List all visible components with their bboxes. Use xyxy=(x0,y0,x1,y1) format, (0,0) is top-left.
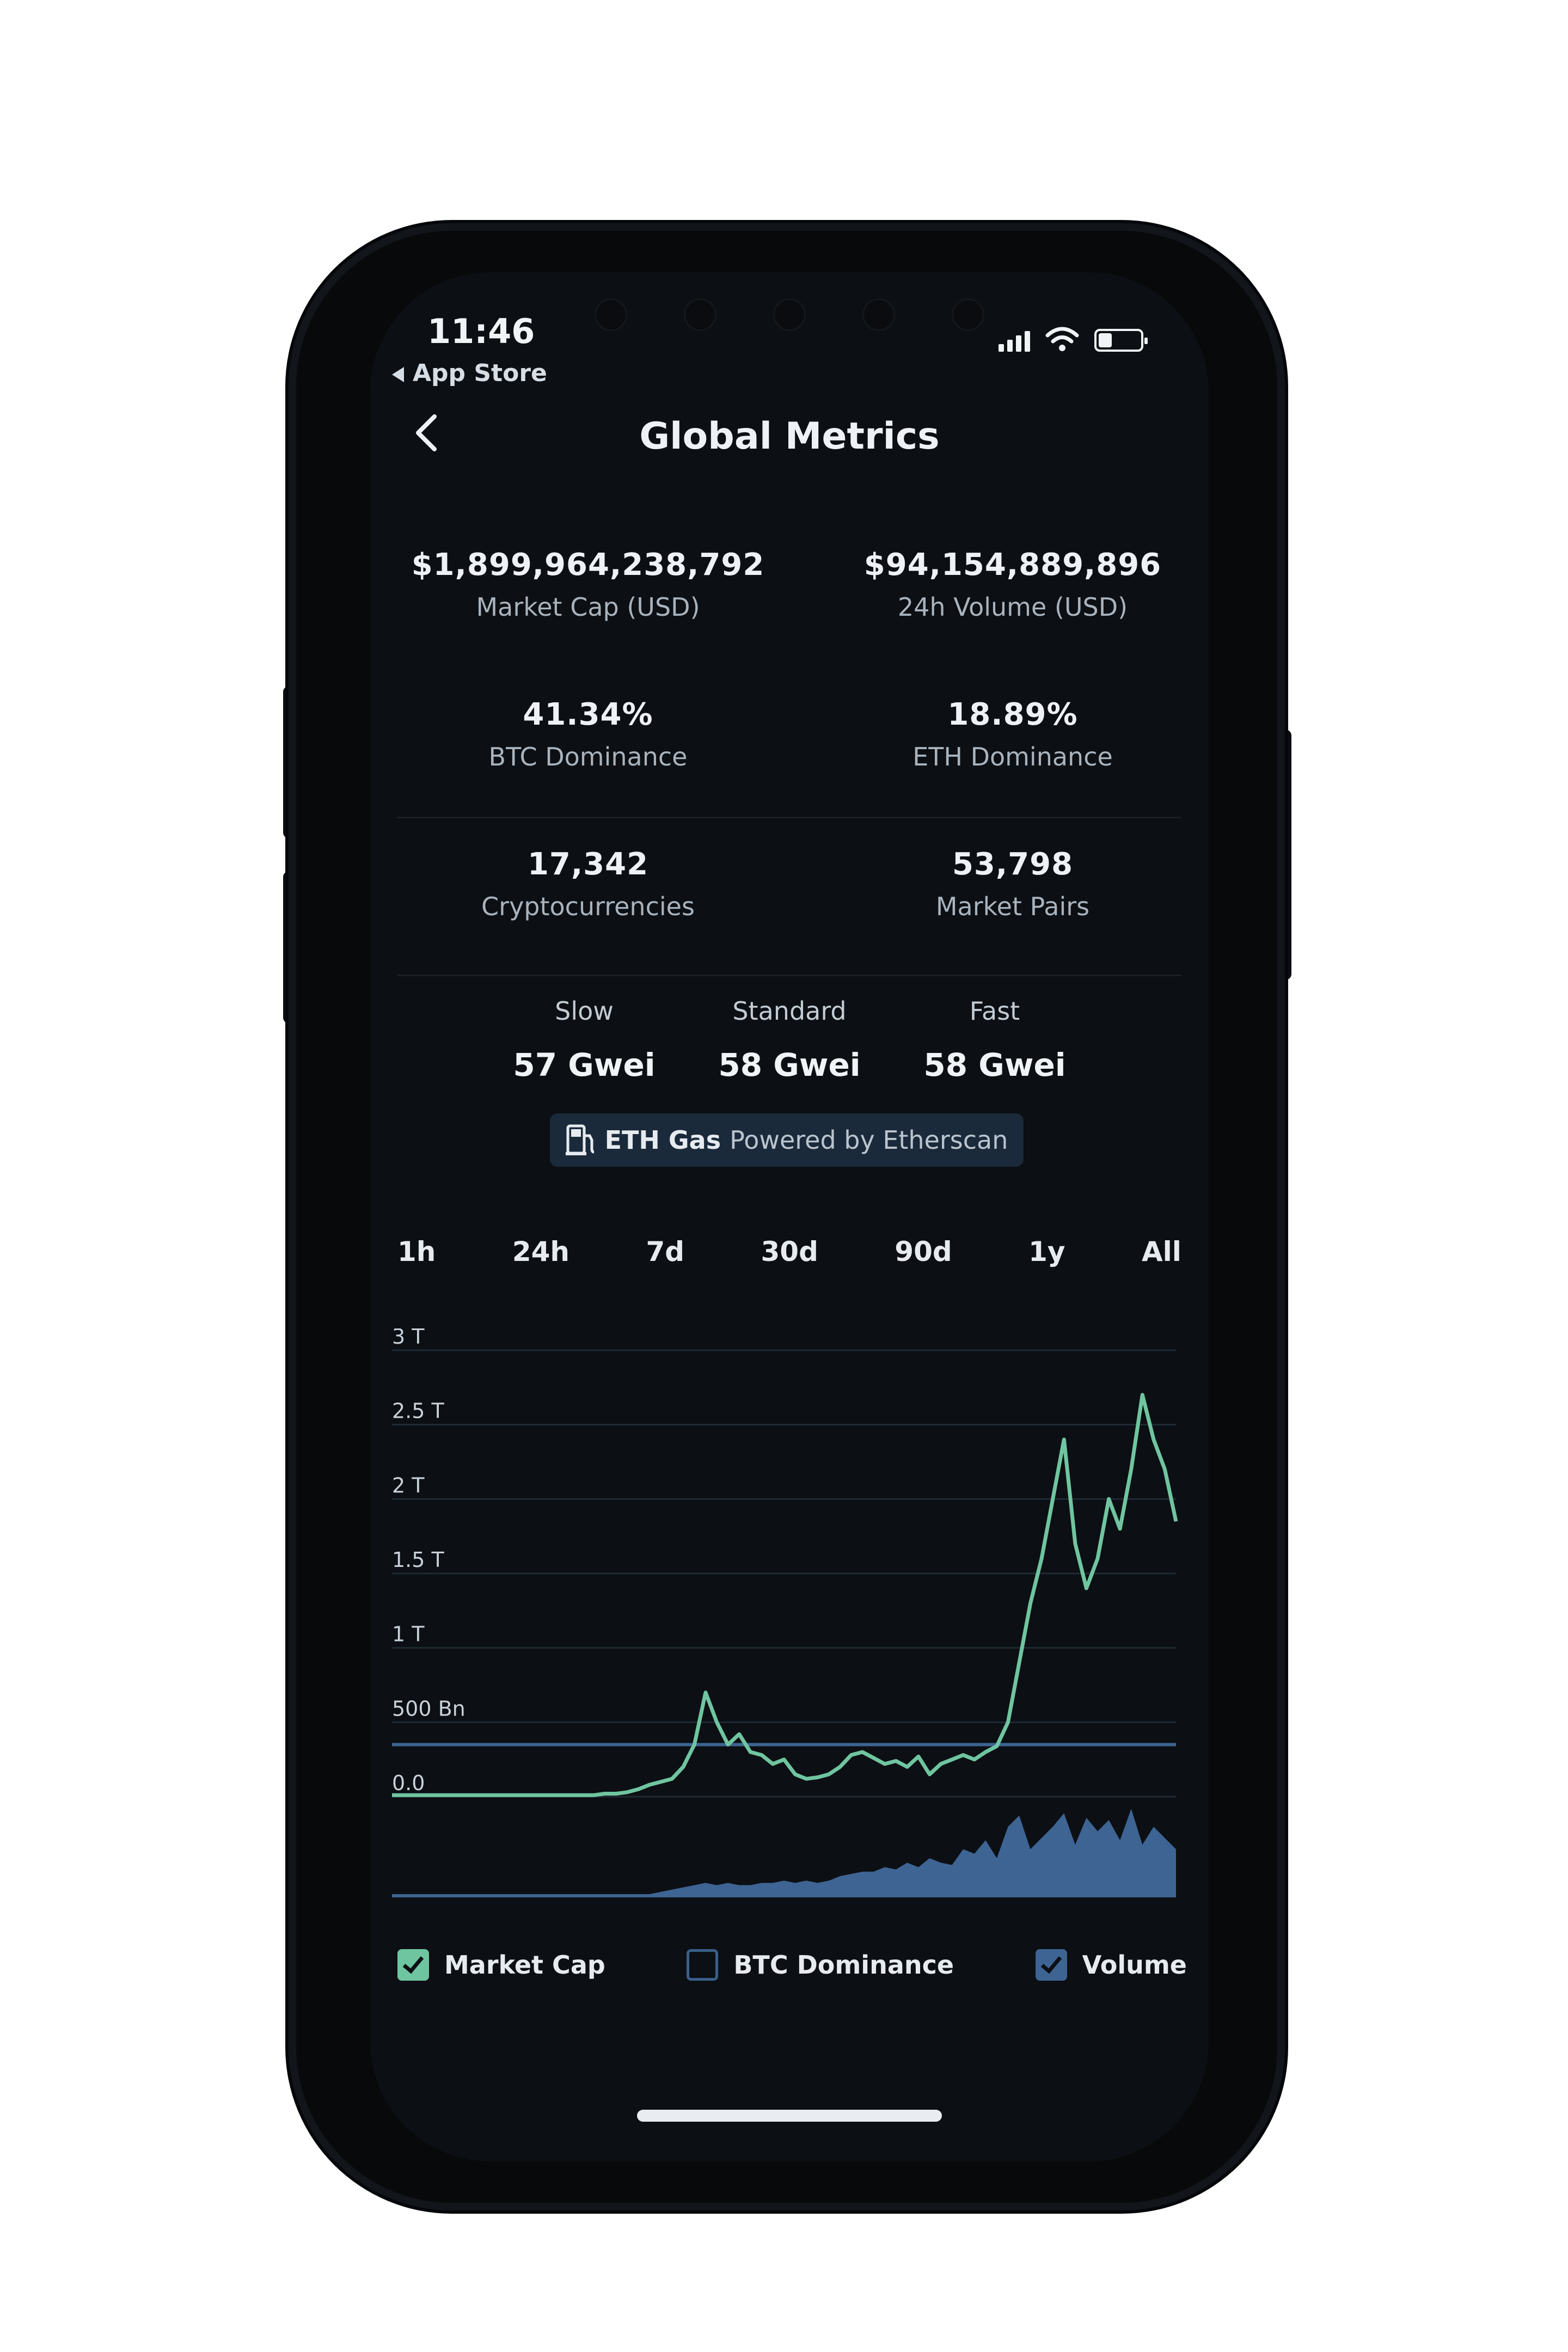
back-to-app-link[interactable]: App Store xyxy=(392,359,547,387)
btc-dominance-metric: 41.34% BTC Dominance xyxy=(397,697,779,771)
gas-slow: Slow 57 Gwei xyxy=(486,996,682,1083)
gas-badge-title: ETH Gas xyxy=(604,1125,721,1155)
legend-btc-dominance-label: BTC Dominance xyxy=(733,1950,954,1980)
gas-slow-label: Slow xyxy=(555,996,614,1026)
btc-dominance-label: BTC Dominance xyxy=(488,742,688,771)
back-triangle-icon xyxy=(392,367,404,382)
sensor-dot xyxy=(595,298,627,331)
tab-90d[interactable]: 90d xyxy=(895,1236,952,1267)
tab-all[interactable]: All xyxy=(1141,1236,1181,1267)
market-pairs-value: 53,798 xyxy=(952,847,1074,882)
divider xyxy=(397,975,1181,976)
volume-24h-label: 24h Volume (USD) xyxy=(897,592,1128,622)
cellular-signal-icon xyxy=(999,330,1030,352)
market-cap-metric: $1,899,964,238,792 Market Cap (USD) xyxy=(397,547,779,622)
btc-dominance-checkbox[interactable] xyxy=(687,1949,719,1981)
notch xyxy=(566,293,1013,336)
sensor-dot xyxy=(952,298,984,331)
volume-24h-metric: $94,154,889,896 24h Volume (USD) xyxy=(822,547,1203,622)
gas-slow-value: 57 Gwei xyxy=(513,1046,656,1083)
volume-24h-value: $94,154,889,896 xyxy=(863,547,1162,583)
y-tick-label: 2 T xyxy=(392,1473,425,1497)
gas-fast-value: 58 Gwei xyxy=(923,1046,1066,1083)
gas-pump-icon xyxy=(565,1124,594,1155)
market-cap-line xyxy=(392,1393,1178,1797)
y-tick-label: 500 Bn xyxy=(392,1696,465,1720)
tab-1y[interactable]: 1y xyxy=(1028,1236,1065,1267)
chart-legend: Market Cap BTC Dominance Volume xyxy=(397,1949,1187,1981)
market-cap-chart[interactable]: 3 T 2.5 T 2 T 1.5 T 1 T 500 Bn 0.0 xyxy=(392,1328,1187,1916)
back-app-label: App Store xyxy=(413,359,547,387)
market-cap-label: Market Cap (USD) xyxy=(476,592,700,622)
divider xyxy=(397,817,1181,818)
cryptocurrencies-label: Cryptocurrencies xyxy=(481,892,695,921)
market-pairs-metric: 53,798 Market Pairs xyxy=(822,847,1203,921)
status-time: 11:46 xyxy=(427,311,535,351)
sensor-dot xyxy=(862,298,895,331)
timeframe-tabs: 1h 24h 7d 30d 90d 1y All xyxy=(392,1236,1187,1267)
gas-badge-subtitle: Powered by Etherscan xyxy=(730,1125,1008,1155)
sensor-dot xyxy=(684,298,716,331)
sensor-dot xyxy=(773,298,806,331)
y-tick-label: 0.0 xyxy=(392,1771,425,1795)
legend-volume-label: Volume xyxy=(1082,1950,1187,1980)
app-screen: 11:46 App Store Global Metrics $1,899,96… xyxy=(370,272,1209,2161)
eth-dominance-metric: 18.89% ETH Dominance xyxy=(822,697,1203,771)
legend-market-cap[interactable]: Market Cap xyxy=(397,1949,605,1981)
legend-market-cap-label: Market Cap xyxy=(444,1950,605,1980)
gas-fast-label: Fast xyxy=(969,996,1020,1026)
eth-dominance-label: ETH Dominance xyxy=(912,742,1113,771)
eth-gas-badge[interactable]: ETH Gas Powered by Etherscan xyxy=(550,1113,1024,1167)
y-tick-label: 2.5 T xyxy=(392,1399,445,1423)
tab-30d[interactable]: 30d xyxy=(761,1236,818,1267)
y-tick-label: 3 T xyxy=(392,1328,425,1349)
tab-24h[interactable]: 24h xyxy=(512,1236,570,1267)
market-cap-checkbox[interactable] xyxy=(397,1949,429,1981)
market-cap-value: $1,899,964,238,792 xyxy=(411,547,765,583)
cryptocurrencies-metric: 17,342 Cryptocurrencies xyxy=(397,847,779,921)
battery-icon xyxy=(1094,329,1148,352)
volume-area xyxy=(392,1809,1176,1897)
legend-volume[interactable]: Volume xyxy=(1035,1949,1187,1981)
eth-dominance-value: 18.89% xyxy=(947,697,1078,732)
market-pairs-label: Market Pairs xyxy=(935,892,1090,921)
home-indicator[interactable] xyxy=(637,2110,942,2122)
gas-fast: Fast 58 Gwei xyxy=(897,996,1093,1083)
y-tick-label: 1 T xyxy=(392,1622,425,1646)
wifi-icon xyxy=(1045,327,1079,351)
volume-checkbox[interactable] xyxy=(1035,1949,1067,1981)
tab-7d[interactable]: 7d xyxy=(646,1236,685,1267)
page-title: Global Metrics xyxy=(639,415,940,458)
status-icons xyxy=(999,327,1148,352)
back-chevron-icon[interactable] xyxy=(408,411,446,455)
y-tick-label: 1.5 T xyxy=(392,1548,445,1572)
gas-standard-value: 58 Gwei xyxy=(718,1046,861,1083)
gas-standard-label: Standard xyxy=(732,996,847,1026)
btc-dominance-value: 41.34% xyxy=(523,697,653,732)
cryptocurrencies-value: 17,342 xyxy=(527,847,649,882)
tab-1h[interactable]: 1h xyxy=(397,1236,436,1267)
gas-standard: Standard 58 Gwei xyxy=(691,996,887,1083)
legend-btc-dominance[interactable]: BTC Dominance xyxy=(687,1949,954,1981)
